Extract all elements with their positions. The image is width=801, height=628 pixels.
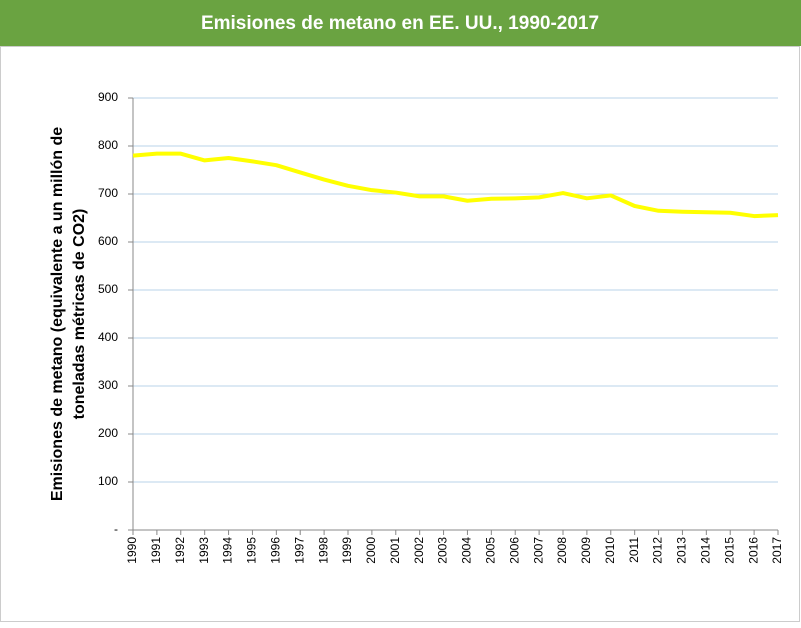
x-tick-label: 2011 xyxy=(627,537,641,563)
chart-border xyxy=(0,46,800,622)
x-tick-label: 2013 xyxy=(675,537,689,564)
x-tick-label: 2008 xyxy=(555,537,569,564)
x-tick-label: 1994 xyxy=(221,537,235,564)
x-tick-label: 2001 xyxy=(388,537,402,564)
x-tick-label: 1991 xyxy=(149,537,163,564)
x-tick-label: 1990 xyxy=(125,537,139,564)
y-tick-label: - xyxy=(114,522,118,536)
x-tick-label: 2014 xyxy=(699,537,713,564)
y-tick-label: 200 xyxy=(98,426,118,440)
x-tick-label: 2015 xyxy=(722,537,736,564)
x-tick-label: 2000 xyxy=(364,537,378,564)
x-tick-label: 2002 xyxy=(412,537,426,564)
header-bar xyxy=(0,0,801,46)
x-tick-label: 1999 xyxy=(340,537,354,564)
x-tick-label: 2003 xyxy=(436,537,450,564)
x-tick-label: 1993 xyxy=(197,537,211,564)
y-tick-label: 800 xyxy=(98,138,118,152)
x-tick-label: 1996 xyxy=(269,537,283,564)
y-axis-label: Emisiones de metano (equivalente a un mi… xyxy=(49,127,66,501)
x-tick-label: 2007 xyxy=(531,537,545,564)
y-tick-label: 400 xyxy=(98,330,118,344)
x-tick-label: 1992 xyxy=(173,537,187,564)
y-tick-label: 100 xyxy=(98,474,118,488)
x-tick-label: 2004 xyxy=(460,537,474,564)
x-tick-label: 2017 xyxy=(770,537,784,564)
chart-title: Emisiones de metano en EE. UU., 1990-201… xyxy=(201,13,599,34)
y-tick-label: 900 xyxy=(98,90,118,104)
x-tick-label: 2012 xyxy=(651,537,665,564)
x-tick-label: 1995 xyxy=(245,537,259,564)
y-tick-label: 600 xyxy=(98,234,118,248)
x-tick-label: 2005 xyxy=(484,537,498,564)
x-tick-label: 2010 xyxy=(603,537,617,564)
x-tick-label: 1997 xyxy=(292,537,306,564)
y-tick-label: 300 xyxy=(98,378,118,392)
y-axis-label: toneladas métricas de CO2) xyxy=(71,209,88,420)
x-tick-label: 2006 xyxy=(507,537,521,564)
x-tick-label: 1998 xyxy=(316,537,330,564)
data-line xyxy=(132,151,779,219)
x-tick-label: 2009 xyxy=(579,537,593,564)
x-tick-label: 2016 xyxy=(746,537,760,564)
y-tick-label: 500 xyxy=(98,282,118,296)
y-tick-label: 700 xyxy=(98,186,118,200)
